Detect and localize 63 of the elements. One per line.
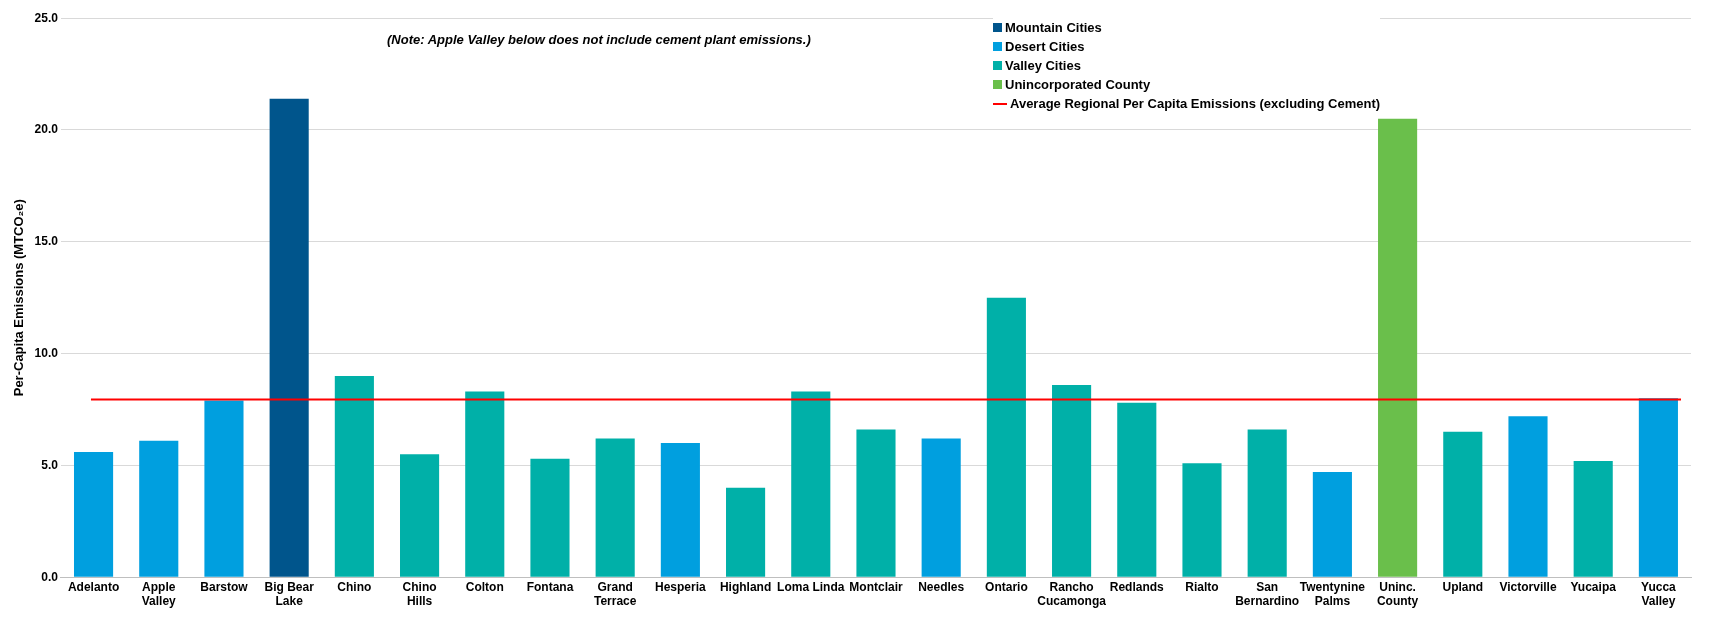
x-tick-label: Uninc. County bbox=[1376, 579, 1419, 609]
legend-label: Unincorporated County bbox=[1005, 77, 1151, 92]
x-tick-label: Ontario bbox=[985, 579, 1028, 594]
legend-label: Valley Cities bbox=[1005, 58, 1081, 73]
legend-label: Mountain Cities bbox=[1005, 20, 1102, 35]
x-tick-label: Fontana bbox=[526, 579, 574, 594]
x-tick-label: Highland bbox=[719, 579, 772, 594]
legend-label: Desert Cities bbox=[1005, 39, 1085, 54]
x-tick-label: Adelanto bbox=[67, 579, 120, 594]
x-tick-label: Apple Valley bbox=[141, 579, 177, 609]
bar bbox=[204, 400, 244, 577]
x-tick-label: Yucca Valley bbox=[1641, 579, 1677, 609]
x-tick-label: Grand Terrace bbox=[593, 579, 637, 609]
bar bbox=[400, 454, 440, 577]
y-tick-label: 10.0 bbox=[34, 345, 59, 360]
bar bbox=[1052, 384, 1092, 577]
bar bbox=[1573, 460, 1613, 577]
x-tick-label: Victorville bbox=[1499, 579, 1557, 594]
x-tick-label: Rancho Cucamonga bbox=[1037, 579, 1107, 609]
bar bbox=[1182, 463, 1222, 577]
y-tick-label: 25.0 bbox=[34, 10, 59, 25]
x-tick-label: Montclair bbox=[849, 579, 903, 594]
bar bbox=[791, 391, 831, 577]
bar bbox=[1312, 472, 1352, 577]
bar bbox=[986, 297, 1026, 577]
bar bbox=[921, 438, 961, 577]
bar bbox=[530, 458, 570, 577]
x-tick-label: Loma Linda bbox=[777, 579, 845, 594]
x-tick-label: Chino Hills bbox=[402, 579, 437, 609]
bar bbox=[74, 451, 114, 577]
bar bbox=[334, 375, 374, 577]
x-tick-label: Upland bbox=[1442, 579, 1484, 594]
x-tick-label: Hesperia bbox=[655, 579, 707, 594]
bar bbox=[1443, 431, 1483, 577]
bar bbox=[1638, 398, 1678, 577]
bar bbox=[1247, 429, 1287, 577]
y-tick-label: 0.0 bbox=[41, 569, 59, 584]
x-tick-label: Redlands bbox=[1109, 579, 1165, 594]
y-axis-title: Per-Capita Emissions (MTCO₂e) bbox=[11, 199, 27, 397]
y-tick-label: 15.0 bbox=[34, 234, 59, 249]
x-tick-label: Yucaipa bbox=[1570, 579, 1617, 594]
bar bbox=[1117, 402, 1157, 577]
x-tick-label: Colton bbox=[465, 579, 504, 594]
bar bbox=[595, 438, 635, 577]
x-tick-label: Barstow bbox=[200, 579, 249, 594]
bar bbox=[856, 429, 896, 577]
bar bbox=[726, 487, 766, 577]
x-tick-label: Twentynine Palms bbox=[1299, 579, 1366, 609]
x-tick-label: Needles bbox=[918, 579, 965, 594]
x-tick-label: Rialto bbox=[1185, 579, 1219, 594]
y-tick-label: 20.0 bbox=[34, 122, 59, 137]
y-tick-label: 5.0 bbox=[41, 457, 59, 472]
x-tick-label: Chino bbox=[337, 579, 372, 594]
bar bbox=[269, 98, 309, 577]
bar bbox=[1378, 118, 1418, 577]
bar bbox=[1508, 416, 1548, 577]
legend-label: Average Regional Per Capita Emissions (excluding Cement) bbox=[1010, 96, 1381, 111]
x-tick-label: San Bernardino bbox=[1235, 579, 1300, 609]
bar bbox=[660, 443, 700, 577]
bar bbox=[139, 440, 179, 577]
x-tick-label: Big Bear Lake bbox=[264, 579, 315, 609]
annotation: (Note: Apple Valley below does not include cement plant emissions.) bbox=[386, 31, 811, 47]
bar bbox=[465, 391, 505, 577]
